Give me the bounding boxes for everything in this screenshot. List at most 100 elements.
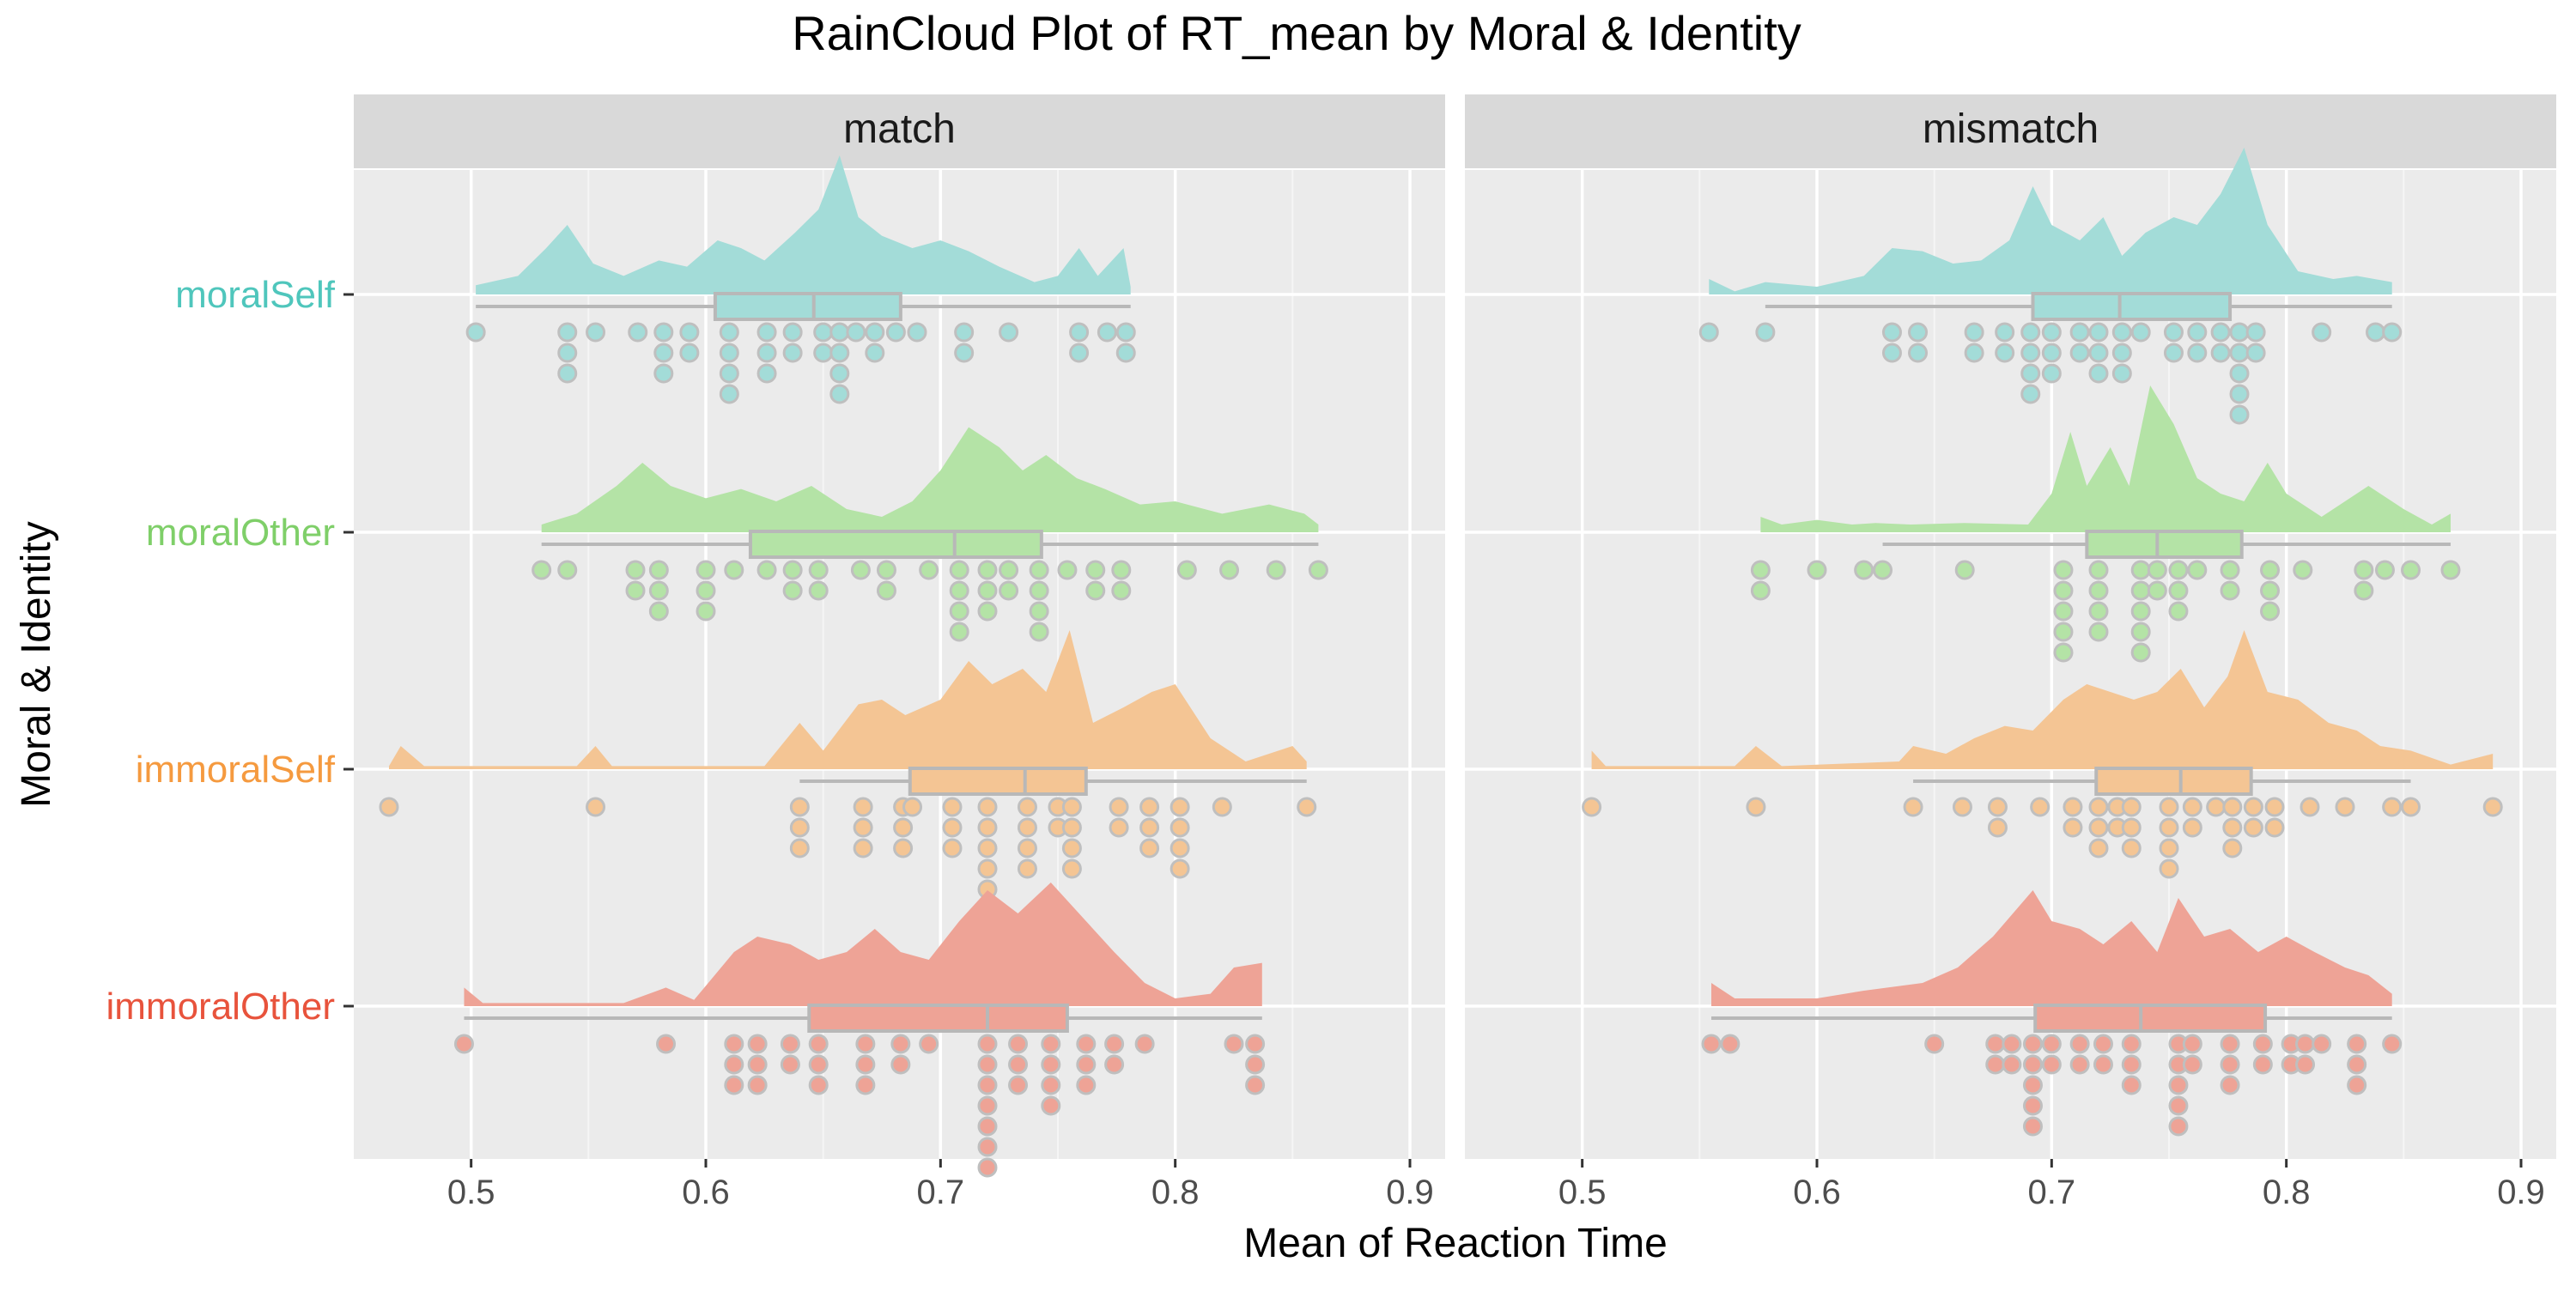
rain-point [1029, 601, 1049, 622]
rain-point [379, 797, 399, 817]
rain-point [2163, 343, 2184, 363]
rain-point [1170, 797, 1190, 817]
rain-point [2159, 797, 2179, 817]
rain-point [942, 817, 963, 838]
rain-point [719, 363, 739, 384]
rain-point [876, 560, 896, 580]
rain-point [789, 817, 810, 838]
rain-point [1964, 343, 1984, 363]
rain-point [2245, 322, 2266, 343]
rain-point [2222, 838, 2243, 858]
rain-point [2168, 580, 2189, 601]
rain-point [2147, 560, 2167, 580]
rain-point [2159, 858, 2179, 879]
rain-point [1881, 343, 1902, 363]
rain-point [782, 322, 803, 343]
rain-point [724, 560, 744, 580]
rain-point [2088, 797, 2109, 817]
rain-point [2182, 1034, 2202, 1054]
rain-point [679, 322, 700, 343]
rain-point [2187, 322, 2208, 343]
rain-point [1170, 817, 1190, 838]
rain-point [2163, 322, 2184, 343]
rain-point [656, 1034, 677, 1054]
rain-point [2482, 797, 2503, 817]
rain-point [999, 322, 1019, 343]
rain-point [1061, 817, 1082, 838]
rain-point [1219, 560, 1240, 580]
rain-point [1873, 560, 1893, 580]
rain-point [2159, 838, 2179, 858]
rain-point [808, 1034, 829, 1054]
rain-point [1085, 560, 1106, 580]
rain-point [977, 1075, 998, 1095]
rain-point [780, 1054, 800, 1075]
rain-point [2088, 838, 2109, 858]
rain-point [2041, 363, 2062, 384]
rain-point [2187, 560, 2208, 580]
rain-point [1109, 797, 1129, 817]
rain-point [2088, 622, 2109, 642]
rain-point [1903, 797, 1923, 817]
rain-point [696, 601, 716, 622]
rain-point [1139, 838, 1160, 858]
x-axis-title: Mean of Reaction Time [1243, 1221, 1668, 1266]
rain-point [2401, 560, 2421, 580]
rain-point [1170, 858, 1190, 879]
rain-point [1057, 560, 1078, 580]
rain-point [1017, 797, 1037, 817]
rain-point [893, 838, 914, 858]
rain-point [2022, 1095, 2043, 1116]
rain-point [949, 580, 969, 601]
rain-point [2130, 322, 2151, 343]
rain-point [756, 363, 777, 384]
rain-point [2130, 622, 2151, 642]
rain-point [782, 343, 803, 363]
rain-point [1134, 1034, 1155, 1054]
rain-point [1987, 797, 2008, 817]
x-tick-label: 0.9 [2497, 1174, 2545, 1211]
rain-point [719, 384, 739, 404]
rain-point [2022, 1116, 2043, 1137]
rain-point [679, 343, 700, 363]
rain-point [977, 580, 998, 601]
rain-point [2121, 1054, 2142, 1075]
rain-point [949, 560, 969, 580]
rain-point [2220, 560, 2240, 580]
rain-point [1924, 1034, 1945, 1054]
rain-point [2053, 580, 2074, 601]
rain-point [2130, 601, 2151, 622]
rain-point [890, 1054, 911, 1075]
rain-point [2347, 1034, 2367, 1054]
rain-point [2088, 601, 2109, 622]
rain-point [2088, 560, 2109, 580]
rain-point [2220, 580, 2240, 601]
rain-point [2002, 1054, 2022, 1075]
rain-point [2293, 560, 2313, 580]
rain-point [2168, 601, 2189, 622]
rain-point [1029, 580, 1049, 601]
rain-point [2121, 797, 2142, 817]
rain-point [2229, 322, 2250, 343]
rain-point [2168, 560, 2189, 580]
rain-point [813, 322, 834, 343]
rain-point [1061, 838, 1082, 858]
rain-point [999, 580, 1019, 601]
rain-point [2069, 343, 2090, 363]
rain-point [782, 560, 803, 580]
rain-point [855, 1034, 876, 1054]
rain-point [1061, 858, 1082, 879]
density-cloud [476, 155, 1131, 294]
rain-point [2210, 343, 2231, 363]
rain-point [2130, 560, 2151, 580]
rain-point [756, 560, 777, 580]
rain-point [2206, 797, 2227, 817]
facet-strip-label: mismatch [1923, 106, 2099, 152]
rain-point [2182, 817, 2202, 838]
group-moralOther-mismatch [1750, 385, 2461, 663]
rain-point [625, 560, 646, 580]
y-tick-label-immoralOther: immoralOther [106, 986, 336, 1028]
rain-point [977, 817, 998, 838]
rain-point [2088, 343, 2109, 363]
rain-point [865, 322, 885, 343]
